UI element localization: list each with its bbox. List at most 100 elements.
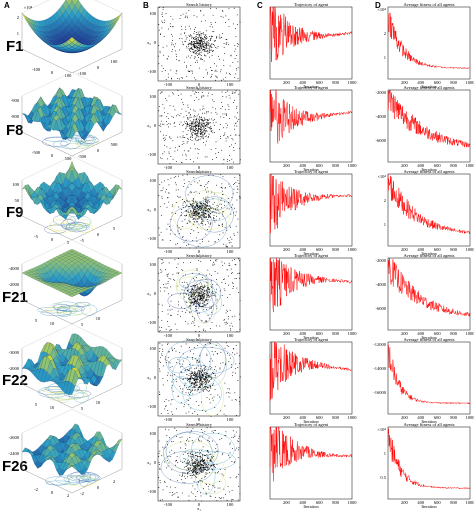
scatter-point (190, 294, 192, 296)
scatter-point (198, 42, 200, 44)
scatter-point (190, 295, 192, 297)
scatter-point (190, 190, 192, 192)
scatter-point (192, 461, 193, 463)
scatter-point (205, 389, 207, 390)
scatter-point (198, 377, 200, 379)
scatter-point (182, 353, 184, 355)
scatter-point (215, 141, 217, 143)
scatter-point (188, 374, 190, 376)
scatter-point (184, 215, 186, 216)
scatter-point (181, 371, 183, 373)
scatter-point (210, 461, 212, 463)
xy-tick-label: 0 (51, 490, 54, 495)
scatter-point (196, 390, 198, 392)
scatter-point (224, 434, 226, 436)
scatter-point (171, 366, 173, 368)
scatter-point (193, 217, 195, 219)
scatter-point (184, 201, 185, 202)
scatter-point (194, 110, 196, 112)
scatter-point (230, 55, 232, 57)
scatter-point (224, 322, 226, 324)
scatter-point (166, 146, 168, 148)
scatter-point (208, 380, 210, 382)
scatter-point (210, 285, 212, 287)
scatter-point (189, 43, 191, 45)
scatter-point (204, 112, 206, 114)
scatter-point (198, 122, 200, 124)
scatter-point (185, 211, 187, 213)
scatter-point (191, 372, 193, 374)
scatter-point (186, 45, 187, 47)
scatter-point (158, 24, 160, 25)
scatter-point (173, 122, 175, 123)
z-tick-label: -800 (11, 114, 20, 119)
scatter-point (195, 118, 197, 120)
scatter-point (194, 452, 196, 454)
scatter-point (221, 454, 223, 456)
y-tick-label: -100 (148, 404, 157, 409)
scatter-point (239, 363, 241, 365)
scatter-point (200, 210, 202, 211)
scatter-point (227, 486, 229, 487)
scatter-point (188, 244, 190, 245)
scatter-point (221, 281, 223, 283)
scatter-point (227, 392, 229, 393)
xy-tick-label: 5 (81, 406, 84, 411)
scatter-point (234, 434, 236, 436)
scatter-point (192, 459, 193, 461)
scatter-point (193, 39, 195, 40)
scatter-point (211, 292, 212, 294)
contour-line (199, 472, 226, 494)
scatter-point (220, 108, 222, 110)
scatter-point (194, 372, 196, 374)
scatter-point (198, 148, 200, 150)
scatter-point (197, 212, 199, 214)
scatter-point (205, 379, 207, 380)
scatter-point (199, 43, 200, 45)
scatter-point (201, 379, 203, 381)
scatter-point (194, 50, 196, 52)
scatter-point (218, 432, 220, 434)
contour-line (76, 382, 88, 394)
scatter-point (195, 379, 197, 380)
scatter-point (206, 50, 208, 51)
scatter-point (191, 36, 193, 38)
scatter-point (169, 366, 171, 368)
scatter-point (239, 376, 241, 378)
scatter-point (186, 65, 187, 67)
axis-line (21, 264, 73, 325)
scatter-point (194, 317, 196, 319)
scatter-point (207, 119, 209, 121)
scatter-point (184, 292, 186, 294)
scatter-point (207, 386, 209, 388)
scatter-point (196, 472, 198, 474)
scatter-point (178, 363, 180, 365)
scatter-point (206, 38, 208, 40)
scatter-point (210, 49, 212, 51)
scatter-point (189, 125, 191, 126)
scatter-point (191, 465, 193, 466)
scatter-point (190, 383, 192, 385)
scatter-point (177, 285, 179, 287)
scatter-point (200, 36, 202, 38)
scatter-point (222, 225, 223, 227)
scatter-point (233, 348, 235, 350)
scatter-point (223, 117, 225, 118)
scatter-point (195, 302, 197, 304)
scatter-point (167, 281, 169, 283)
scatter-point (195, 384, 197, 386)
scatter-point (179, 115, 181, 117)
scatter-point (185, 215, 187, 217)
scatter-point (206, 289, 208, 291)
scatter-point (186, 134, 188, 136)
scatter-point (207, 287, 208, 288)
scatter-point (198, 57, 199, 58)
scatter-point (192, 132, 194, 134)
scatter-point (229, 65, 231, 67)
scatter-point (194, 206, 196, 208)
scatter-point (211, 322, 213, 324)
scatter-point (216, 444, 218, 445)
scatter-point (225, 415, 227, 417)
xy-tick-label: 10 (96, 316, 101, 321)
scatter-point (225, 123, 227, 125)
